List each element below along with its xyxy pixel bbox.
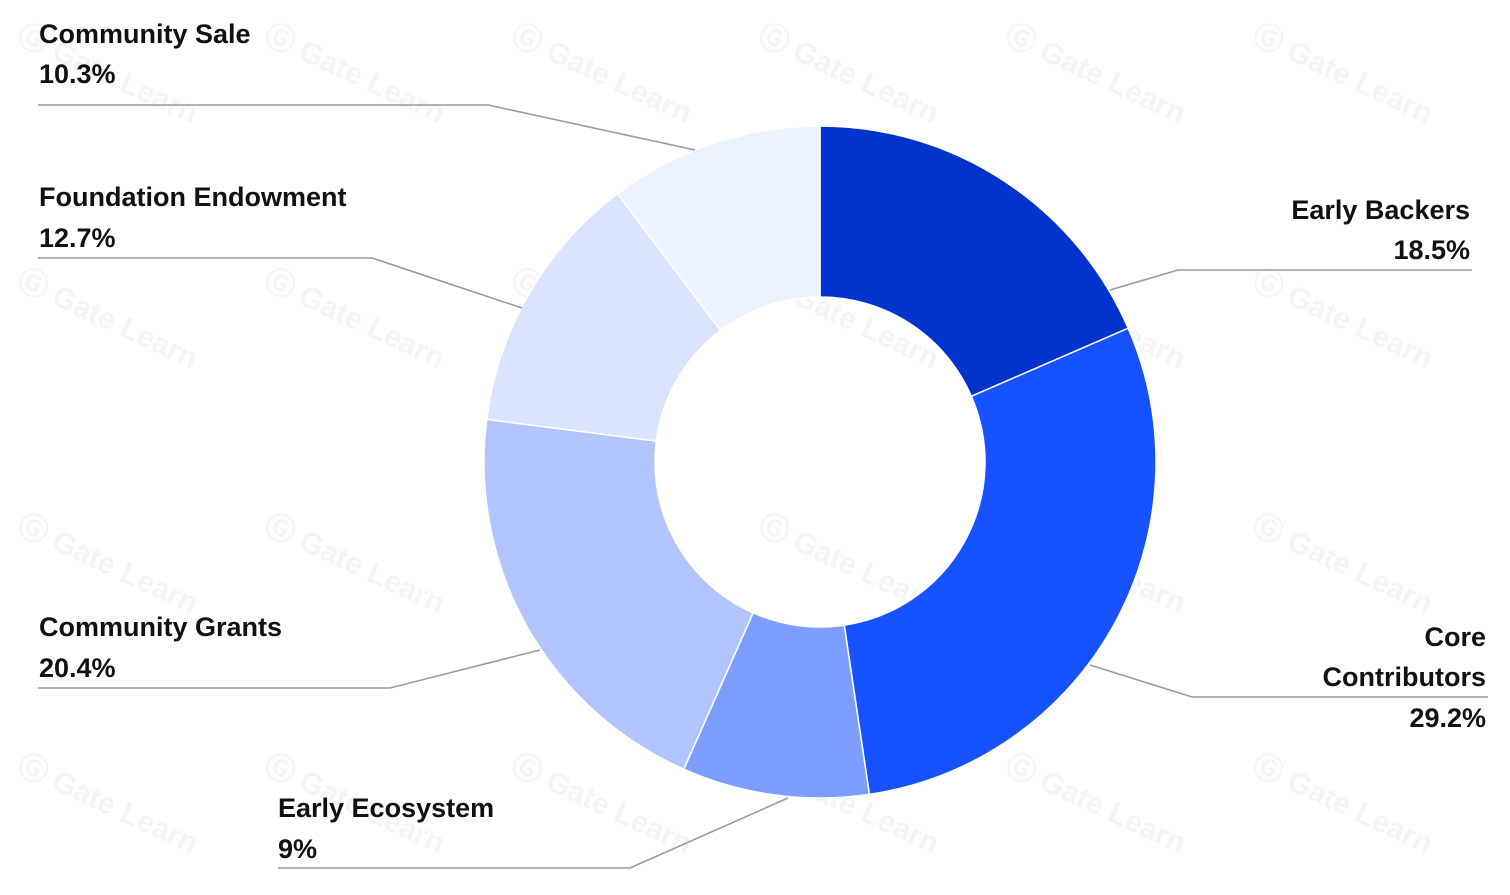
leader-line-1: [1089, 664, 1488, 698]
slice-label-1-line-0: Core: [1424, 622, 1486, 652]
slice-label-0-line-0: Early Backers: [1291, 195, 1470, 225]
slice-percent-2: 9%: [278, 834, 317, 864]
slice-label-1-line-1: Contributors: [1323, 662, 1486, 692]
leader-line-3: [38, 649, 541, 689]
slice-percent-0: 18.5%: [1393, 235, 1470, 265]
leader-line-0: [1109, 269, 1472, 291]
slice-label-3-line-0: Community Grants: [39, 612, 282, 642]
donut-slice-1: [843, 327, 1157, 796]
donut-slice-3: [483, 418, 755, 771]
leader-line-4: [38, 257, 523, 309]
slice-percent-1: 29.2%: [1409, 703, 1486, 733]
slice-percent-5: 10.3%: [39, 59, 116, 89]
slice-percent-4: 12.7%: [39, 223, 116, 253]
slice-label-5-line-0: Community Sale: [39, 19, 251, 49]
donut-slice-4: [485, 192, 722, 442]
donut-slice-0: [819, 125, 1130, 398]
slice-percent-3: 20.4%: [39, 653, 116, 683]
slice-label-2-line-0: Early Ecosystem: [278, 793, 494, 823]
leader-line-5: [38, 104, 696, 151]
leader-line-2: [278, 797, 789, 869]
slice-label-4-line-0: Foundation Endowment: [39, 182, 346, 212]
donut-slice-5: [616, 125, 821, 332]
